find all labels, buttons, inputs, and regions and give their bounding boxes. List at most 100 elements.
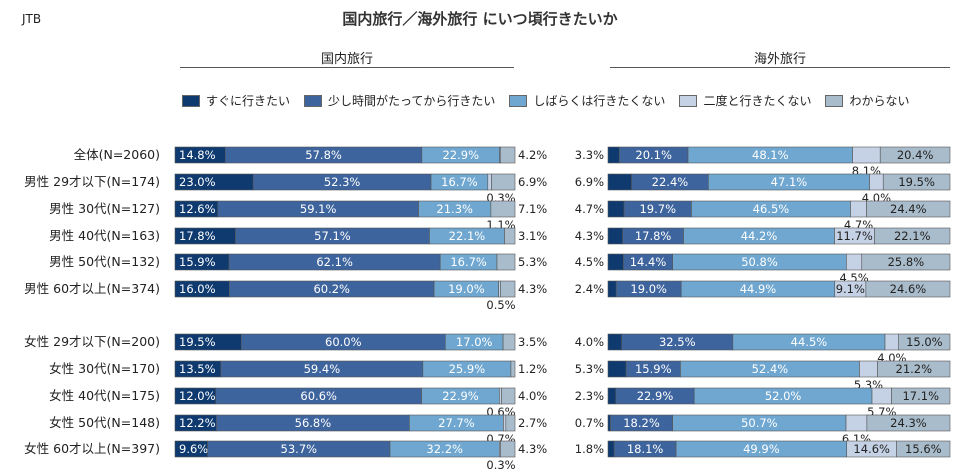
bar-segment-overseas (607, 173, 632, 191)
data-label: 47.1% (771, 175, 808, 189)
bar-segment-overseas (877, 360, 951, 378)
data-label: 9.1% (836, 282, 865, 296)
panel-title-domestic: 国内旅行 (320, 52, 373, 67)
data-label: 24.6% (890, 282, 927, 296)
data-label: 24.3% (890, 416, 927, 430)
data-label-outside: 4.7% (575, 202, 604, 216)
bar-segment-overseas (607, 333, 622, 351)
bar-segment-overseas (607, 227, 623, 245)
legend-item: 二度と行きたくない (679, 92, 811, 109)
legend-label: 二度と行きたくない (703, 94, 812, 108)
data-label: 17.0% (456, 335, 493, 349)
data-label-outside: 5.3% (575, 362, 604, 376)
data-label: 19.0% (448, 282, 485, 296)
legend-swatch (304, 94, 323, 107)
data-label: 52.0% (765, 389, 802, 403)
data-label-outside: 2.3% (575, 389, 604, 403)
data-label: 22.9% (442, 148, 479, 162)
bar-segment-overseas (607, 253, 624, 271)
bar-segment-overseas (871, 387, 892, 405)
bar-segment-overseas (898, 333, 951, 351)
legend-label: わからない (849, 94, 910, 108)
legend-item: しばらくは行きたくない (509, 92, 665, 109)
data-label: 56.8% (295, 416, 332, 430)
data-label: 11.7% (836, 229, 873, 243)
data-label: 59.1% (300, 202, 337, 216)
data-label: 21.3% (436, 202, 473, 216)
data-label-outside: 4.0% (575, 335, 604, 349)
chart-legend: すぐに行きたい 少し時間がたってから行きたい しばらくは行きたくない 二度と行き… (182, 92, 909, 109)
panel-title-overseas: 海外旅行 (753, 52, 806, 67)
category-label: 全体(N=2060) (74, 147, 160, 162)
data-label: 27.7% (438, 416, 475, 430)
data-label: 15.0% (906, 335, 943, 349)
data-label: 14.6% (853, 442, 890, 456)
legend-swatch (509, 94, 528, 107)
bar-segment-domestic (500, 440, 516, 458)
legend-item: 少し時間がたってから行きたい (304, 92, 495, 109)
data-label: 20.1% (635, 148, 672, 162)
data-label: 9.6% (179, 442, 208, 456)
category-label: 男性 40代(N=163) (49, 228, 160, 243)
data-label: 22.1% (449, 229, 486, 243)
data-label: 15.9% (635, 362, 672, 376)
data-label: 16.7% (441, 175, 478, 189)
bar-segment-overseas (869, 173, 884, 191)
data-label-below: 0.5% (486, 298, 515, 312)
bar-segment-overseas (845, 414, 868, 432)
data-label: 12.0% (179, 389, 216, 403)
category-label: 男性 30代(N=127) (49, 201, 160, 216)
category-label: 女性 50代(N=148) (49, 415, 160, 430)
data-label: 17.1% (902, 389, 939, 403)
bar-segment-overseas (865, 280, 951, 298)
data-label: 25.9% (449, 362, 486, 376)
bar-segment-domestic (502, 333, 516, 351)
data-label: 25.8% (888, 255, 925, 269)
category-label: 女性 30代(N=170) (49, 361, 160, 376)
bar-segment-overseas (896, 440, 951, 458)
bar-segment-overseas (874, 227, 951, 245)
legend-item: すぐに行きたい (182, 92, 290, 109)
bar-segment-overseas (879, 146, 951, 164)
data-label-outside: 2.4% (575, 282, 604, 296)
data-label: 52.4% (752, 362, 789, 376)
data-label-outside: 3.5% (518, 335, 547, 349)
legend-swatch (825, 94, 844, 107)
bar-segment-domestic (504, 227, 516, 245)
data-label: 22.4% (652, 175, 689, 189)
data-label: 12.2% (179, 416, 216, 430)
data-label: 18.2% (623, 416, 660, 430)
data-label: 22.9% (442, 389, 479, 403)
data-label: 46.5% (753, 202, 790, 216)
bar-segment-domestic (500, 280, 516, 298)
data-label: 59.4% (304, 362, 341, 376)
data-label: 19.5% (898, 175, 935, 189)
data-label: 15.9% (179, 255, 216, 269)
bar-segment-domestic (500, 146, 516, 164)
data-label-outside: 4.2% (518, 148, 547, 162)
data-label-outside: 4.3% (518, 282, 547, 296)
bar-segment-overseas (859, 360, 878, 378)
panel-divider-overseas (610, 67, 950, 68)
data-label: 48.1% (752, 148, 789, 162)
data-label: 16.0% (179, 282, 216, 296)
category-label: 男性 29才以下(N=174) (24, 174, 160, 189)
data-label: 32.5% (659, 335, 696, 349)
legend-label: すぐに行きたい (206, 94, 291, 108)
data-label: 22.1% (894, 229, 931, 243)
data-label-outside: 6.9% (518, 175, 547, 189)
data-label: 12.6% (179, 202, 216, 216)
bar-segment-overseas (607, 280, 617, 298)
bar-segment-overseas (882, 173, 951, 191)
bar-segment-domestic (496, 253, 516, 271)
data-label: 16.7% (450, 255, 487, 269)
bar-segment-overseas (607, 200, 625, 218)
bar-segment-overseas (884, 333, 900, 351)
data-label: 14.8% (179, 148, 216, 162)
data-label-outside: 4.3% (575, 229, 604, 243)
data-label: 60.6% (300, 389, 337, 403)
data-label: 18.1% (627, 442, 664, 456)
chart-title: 国内旅行／海外旅行 にいつ頃行きたいか (342, 10, 618, 28)
bar-segment-overseas (607, 387, 617, 405)
